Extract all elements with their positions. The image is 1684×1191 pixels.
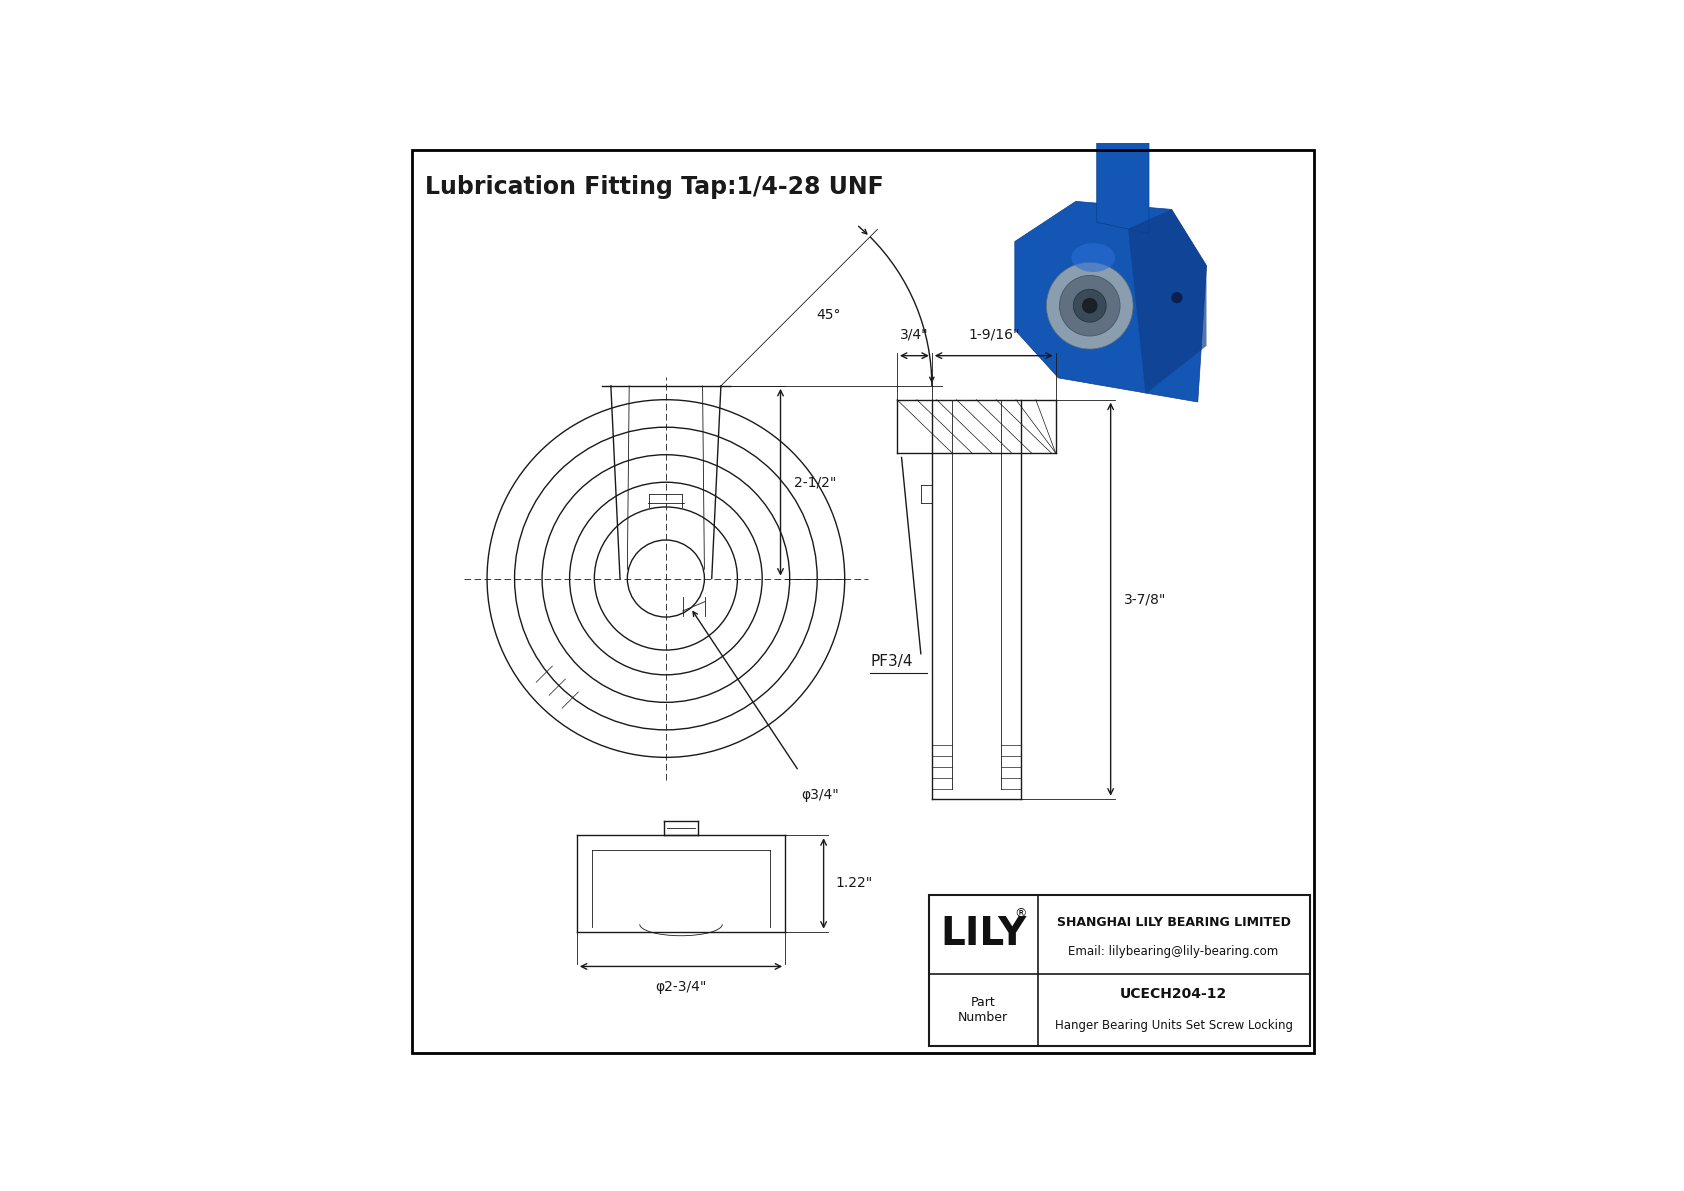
Text: 1.22": 1.22" <box>835 877 872 891</box>
Circle shape <box>1172 292 1182 304</box>
Circle shape <box>1046 262 1133 349</box>
Text: φ3/4": φ3/4" <box>802 787 839 802</box>
Text: Email: lilybearing@lily-bearing.com: Email: lilybearing@lily-bearing.com <box>1068 946 1278 958</box>
Text: 1-9/16": 1-9/16" <box>968 328 1019 342</box>
Text: 3-7/8": 3-7/8" <box>1125 592 1167 606</box>
Bar <box>930 894 1310 1046</box>
Text: SHANGHAI LILY BEARING LIMITED: SHANGHAI LILY BEARING LIMITED <box>1056 916 1290 929</box>
Text: PF3/4: PF3/4 <box>871 654 913 668</box>
Text: LILY: LILY <box>940 915 1027 953</box>
Text: UCECH204-12: UCECH204-12 <box>1120 987 1228 1000</box>
Polygon shape <box>1015 201 1206 403</box>
Text: Hanger Bearing Units Set Screw Locking: Hanger Bearing Units Set Screw Locking <box>1054 1019 1293 1033</box>
Text: φ2-3/4": φ2-3/4" <box>655 980 707 994</box>
Circle shape <box>1059 275 1120 336</box>
Circle shape <box>1081 298 1098 313</box>
Polygon shape <box>1128 210 1206 394</box>
Polygon shape <box>1096 121 1148 233</box>
Text: 2-1/2": 2-1/2" <box>795 475 837 490</box>
Text: ®: ® <box>1014 906 1027 919</box>
Text: Part
Number: Part Number <box>958 996 1009 1024</box>
Ellipse shape <box>1071 243 1115 272</box>
Text: 3/4": 3/4" <box>899 328 928 342</box>
Ellipse shape <box>1098 112 1147 131</box>
Text: 45°: 45° <box>817 308 840 322</box>
Text: Lubrication Fitting Tap:1/4-28 UNF: Lubrication Fitting Tap:1/4-28 UNF <box>424 175 884 199</box>
Circle shape <box>1073 289 1106 323</box>
